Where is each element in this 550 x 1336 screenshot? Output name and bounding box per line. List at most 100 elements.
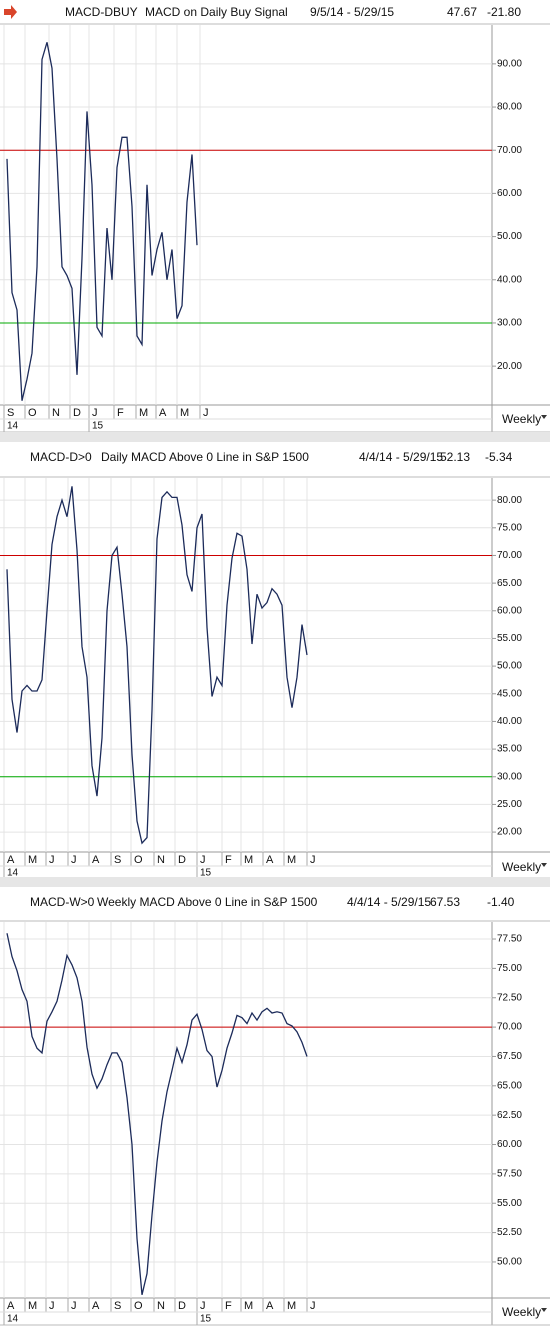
year-label: 14 bbox=[7, 868, 19, 879]
x-tick-label: J bbox=[71, 1300, 77, 1312]
period-selector[interactable]: Weekly bbox=[502, 860, 541, 874]
x-tick-label: A bbox=[92, 854, 100, 866]
x-tick-label: F bbox=[225, 854, 232, 866]
x-tick-label: D bbox=[73, 407, 81, 419]
y-tick-label: 55.00 bbox=[497, 1198, 522, 1209]
y-tick-label: 45.00 bbox=[497, 688, 522, 699]
x-tick-label: A bbox=[7, 854, 15, 866]
header-date-range: 4/4/14 - 5/29/15 bbox=[347, 895, 431, 909]
x-tick-label: M bbox=[287, 854, 296, 866]
header-symbol: MACD-W>0 bbox=[30, 895, 95, 909]
x-tick-label: M bbox=[287, 1300, 296, 1312]
y-tick-label: 52.50 bbox=[497, 1227, 522, 1238]
x-tick-label: N bbox=[157, 854, 165, 866]
header-symbol: MACD-D>0 bbox=[30, 450, 92, 464]
period-selector[interactable]: Weekly bbox=[502, 412, 541, 426]
header-last-value: 67.53 bbox=[430, 895, 460, 909]
x-tick-label: A bbox=[92, 1300, 100, 1312]
x-tick-label: J bbox=[200, 1300, 206, 1312]
x-tick-label: J bbox=[49, 1300, 55, 1312]
year-label: 14 bbox=[7, 421, 19, 432]
x-tick-label: S bbox=[114, 1300, 121, 1312]
x-tick-label: J bbox=[92, 407, 98, 419]
header-title: MACD on Daily Buy Signal bbox=[145, 5, 288, 19]
data-line bbox=[6, 42, 198, 401]
data-line bbox=[6, 933, 308, 1295]
y-tick-label: 70.00 bbox=[497, 550, 522, 561]
x-tick-label: M bbox=[244, 854, 253, 866]
y-tick-label: 50.00 bbox=[497, 231, 522, 242]
arrow-icon[interactable] bbox=[4, 5, 17, 19]
x-tick-label: D bbox=[178, 1300, 186, 1312]
y-tick-label: 20.00 bbox=[497, 361, 522, 372]
header-title: Weekly MACD Above 0 Line in S&P 1500 bbox=[97, 895, 318, 909]
header-change: -21.80 bbox=[487, 5, 521, 19]
year-label: 15 bbox=[200, 868, 212, 879]
x-tick-label: J bbox=[200, 854, 206, 866]
y-tick-label: 65.00 bbox=[497, 578, 522, 589]
header-last-value: 52.13 bbox=[440, 450, 470, 464]
y-tick-label: 80.00 bbox=[497, 495, 522, 506]
x-tick-label: F bbox=[117, 407, 124, 419]
x-tick-label: M bbox=[139, 407, 148, 419]
y-tick-label: 30.00 bbox=[497, 771, 522, 782]
header-change: -1.40 bbox=[487, 895, 515, 909]
y-tick-label: 72.50 bbox=[497, 992, 522, 1003]
y-tick-label: 62.50 bbox=[497, 1110, 522, 1121]
y-tick-label: 50.00 bbox=[497, 661, 522, 672]
header-title: Daily MACD Above 0 Line in S&P 1500 bbox=[101, 450, 309, 464]
period-selector[interactable]: Weekly bbox=[502, 1305, 541, 1319]
x-tick-label: N bbox=[52, 407, 60, 419]
dropdown-arrow[interactable] bbox=[541, 863, 547, 867]
panel-separator bbox=[0, 877, 550, 887]
x-tick-label: A bbox=[159, 407, 167, 419]
x-tick-label: M bbox=[28, 854, 37, 866]
header-last-value: 47.67 bbox=[447, 5, 477, 19]
panel-separator bbox=[0, 432, 550, 442]
x-tick-label: O bbox=[134, 1300, 143, 1312]
y-tick-label: 75.00 bbox=[497, 963, 522, 974]
y-tick-label: 70.00 bbox=[497, 1022, 522, 1033]
data-line bbox=[6, 486, 308, 845]
y-tick-label: 67.50 bbox=[497, 1051, 522, 1062]
y-tick-label: 25.00 bbox=[497, 799, 522, 810]
y-tick-label: 90.00 bbox=[497, 59, 522, 70]
y-tick-label: 40.00 bbox=[497, 274, 522, 285]
x-tick-label: D bbox=[178, 854, 186, 866]
x-tick-label: J bbox=[71, 854, 77, 866]
y-tick-label: 77.50 bbox=[497, 934, 522, 945]
y-tick-label: 60.00 bbox=[497, 605, 522, 616]
header-date-range: 9/5/14 - 5/29/15 bbox=[310, 5, 394, 19]
y-tick-label: 55.00 bbox=[497, 633, 522, 644]
year-label: 14 bbox=[7, 1314, 19, 1325]
x-tick-label: S bbox=[114, 854, 121, 866]
x-tick-label: J bbox=[203, 407, 209, 419]
header-change: -5.34 bbox=[485, 450, 513, 464]
x-tick-label: J bbox=[310, 1300, 316, 1312]
dropdown-arrow[interactable] bbox=[541, 1308, 547, 1312]
x-tick-label: O bbox=[134, 854, 143, 866]
x-tick-label: O bbox=[28, 407, 37, 419]
x-tick-label: S bbox=[7, 407, 14, 419]
year-label: 15 bbox=[200, 1314, 212, 1325]
header-symbol: MACD-DBUY bbox=[65, 5, 138, 19]
y-tick-label: 75.00 bbox=[497, 522, 522, 533]
y-tick-label: 60.00 bbox=[497, 188, 522, 199]
y-tick-label: 30.00 bbox=[497, 318, 522, 329]
x-tick-label: J bbox=[310, 854, 316, 866]
x-tick-label: J bbox=[49, 854, 55, 866]
y-tick-label: 57.50 bbox=[497, 1169, 522, 1180]
x-tick-label: M bbox=[180, 407, 189, 419]
x-tick-label: F bbox=[225, 1300, 232, 1312]
y-tick-label: 70.00 bbox=[497, 145, 522, 156]
y-tick-label: 50.00 bbox=[497, 1257, 522, 1268]
y-tick-label: 60.00 bbox=[497, 1139, 522, 1150]
y-tick-label: 65.00 bbox=[497, 1080, 522, 1091]
dropdown-arrow[interactable] bbox=[541, 415, 547, 419]
x-tick-label: A bbox=[266, 1300, 274, 1312]
y-tick-label: 20.00 bbox=[497, 827, 522, 838]
x-tick-label: A bbox=[7, 1300, 15, 1312]
